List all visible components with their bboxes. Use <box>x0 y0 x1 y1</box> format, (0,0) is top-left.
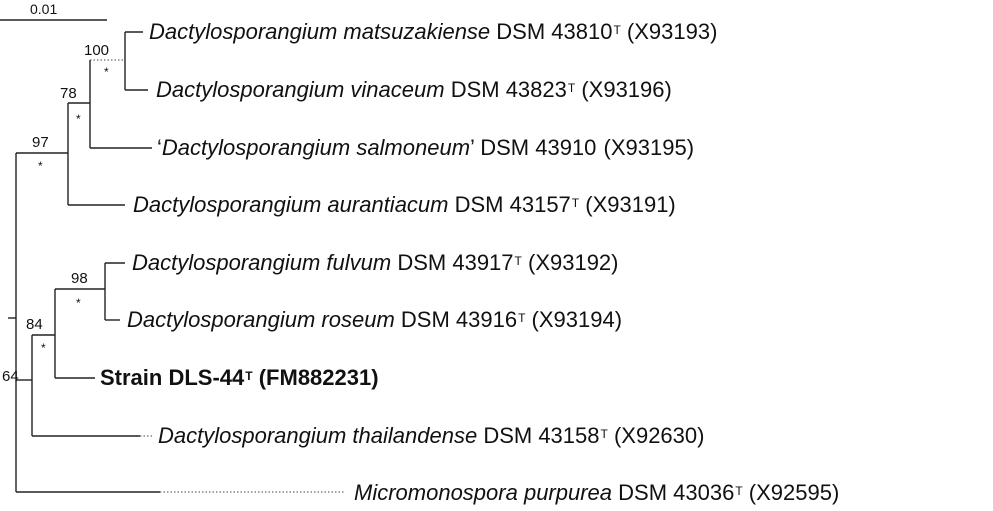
node-marker-78: * <box>76 112 81 126</box>
taxon-fulvum: Dactylosporangium fulvum DSM 43917T (X93… <box>132 250 619 275</box>
taxon-thailandense: Dactylosporangium thailandense DSM 43158… <box>158 423 705 448</box>
bootstrap-100: 100 <box>84 42 109 59</box>
node-marker-97: * <box>38 159 43 173</box>
taxon-strain-dls44: Strain DLS-44T (FM882231) <box>100 365 379 390</box>
taxon-roseum: Dactylosporangium roseum DSM 43916T (X93… <box>127 307 623 332</box>
taxon-matsuzakiense: Dactylosporangium matsuzakiense DSM 4381… <box>149 19 718 44</box>
bootstrap-84: 84 <box>26 316 43 333</box>
bootstrap-98: 98 <box>71 270 88 287</box>
bootstrap-64: 64 <box>2 368 19 385</box>
bootstrap-78: 78 <box>60 85 77 102</box>
bootstrap-97: 97 <box>32 134 49 151</box>
taxon-purpurea: Micromonospora purpurea DSM 43036T (X925… <box>354 480 840 505</box>
taxon-salmoneum: ‘Dactylosporangium salmoneum’ DSM 43910 … <box>157 135 695 160</box>
taxon-aurantiacum: Dactylosporangium aurantiacum DSM 43157T… <box>133 192 676 217</box>
node-marker-100: * <box>104 65 109 79</box>
taxon-vinaceum: Dactylosporangium vinaceum DSM 43823T (X… <box>156 77 672 102</box>
node-marker-84: * <box>41 341 46 355</box>
scale-bar-label: 0.01 <box>30 1 57 17</box>
node-marker-98: * <box>76 296 81 310</box>
